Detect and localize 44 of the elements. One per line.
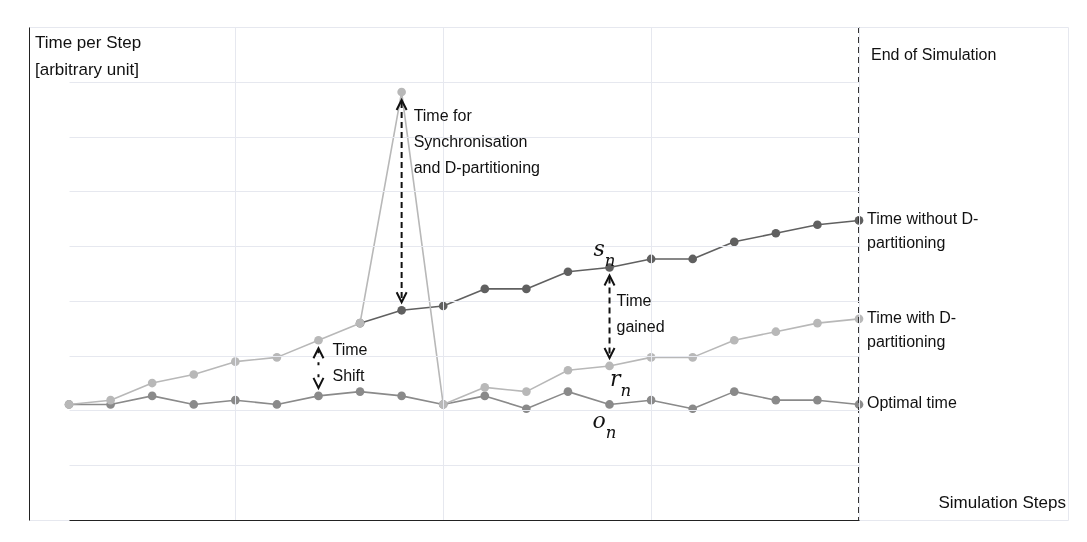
text: End of Simulation [871,46,997,63]
x-axis-title: Simulation Steps [938,493,1066,512]
point [813,220,822,230]
y-axis-title: Time per Step [arbitrary unit] [35,33,142,79]
annotation: s$_{n}$ [593,235,616,270]
point [480,391,490,401]
point [522,284,531,294]
point [771,228,781,238]
series-label: Optimal time [867,394,957,412]
point [147,378,157,388]
annotation: Time for Synchronisation and D-partitioning [413,107,540,177]
point [314,335,323,345]
point [688,254,698,264]
point [355,387,365,396]
annotation: o$_{n}$ [592,408,617,442]
point [771,327,781,337]
point [563,365,573,375]
point [771,395,781,405]
point [189,400,199,409]
point [522,387,531,396]
series-label: Time with D-partitioning [867,308,957,350]
point [729,237,739,247]
point [729,387,739,396]
point [397,391,406,401]
point [605,361,614,371]
point [147,391,157,401]
annotation: r$_{n}$ [609,365,632,400]
point [397,87,406,97]
point [729,335,739,345]
point [813,395,822,405]
point [480,383,490,392]
point [563,267,573,277]
point [106,395,115,405]
annotation: Time gained [616,291,665,335]
point [605,400,614,409]
point [397,305,406,315]
annotation: Time Shift [332,341,368,385]
point [189,370,199,379]
point [563,387,573,396]
point [480,284,490,294]
point [813,318,822,328]
point [314,391,323,401]
point [272,400,282,409]
series-label: Time without D-partitioning [867,210,979,252]
